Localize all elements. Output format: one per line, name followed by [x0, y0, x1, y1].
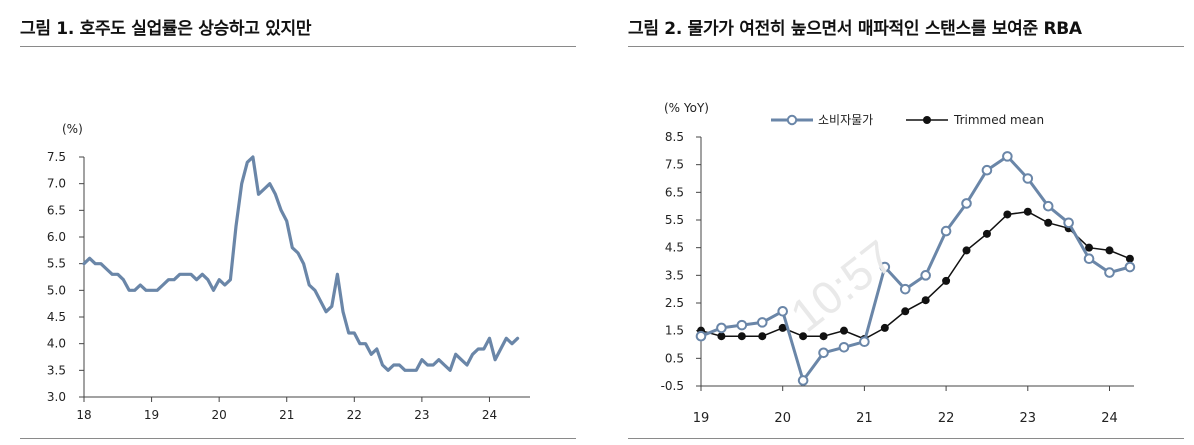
y-tick-label: 5.0 — [47, 283, 66, 297]
cpi-point — [756, 317, 768, 328]
x-tick-label: 24 — [1101, 411, 1118, 426]
trimmed-mean-point — [1125, 254, 1134, 263]
figure-1: 그림 1. 호주도 실업률은 상승하고 있지만 (%) 3.0 3.5 4.0 4.5 5… — [20, 0, 576, 445]
cpi-point — [899, 283, 911, 295]
cpi-point — [1083, 253, 1095, 265]
legend-marker-cpi — [786, 114, 798, 126]
y-tick-label: 4.5 — [47, 310, 66, 324]
cpi-line — [700, 154, 1131, 382]
trimmed-mean-line — [700, 210, 1131, 340]
y-tick-label: 6.0 — [47, 230, 66, 244]
cpi-point — [1022, 173, 1034, 184]
trimmed-mean-point — [942, 276, 951, 285]
y-unit-label: (% YoY) — [664, 101, 709, 115]
cpi-point — [859, 336, 870, 348]
x-tick-label: 21 — [856, 411, 873, 426]
trimmed-mean-point — [1003, 210, 1012, 219]
figure-2: 그림 2. 물가가 여전히 높으면서 매파적인 스탠스를 보여준 RBA (% … — [628, 0, 1184, 445]
cpi-point — [940, 225, 952, 237]
x-tick-label: 19 — [693, 411, 710, 426]
x-tick-label: 22 — [938, 411, 955, 426]
cpi-point — [797, 375, 809, 386]
trimmed-mean-point — [758, 332, 767, 341]
y-tick-label: 8.5 — [665, 130, 684, 144]
x-tick-label: 23 — [414, 408, 429, 422]
cpi-point — [777, 306, 788, 317]
y-tick-label: 2.5 — [665, 296, 684, 310]
y-tick-label: 7.5 — [665, 158, 684, 172]
trimmed-mean-point — [982, 229, 991, 238]
y-tick-label: 3.5 — [47, 363, 66, 377]
y-unit-label: (%) — [62, 122, 83, 136]
figure-2-top-rule — [628, 46, 1184, 47]
x-tick-label: 20 — [212, 408, 227, 422]
trimmed-mean-point — [1023, 207, 1032, 216]
cpi-point — [838, 341, 850, 353]
trimmed-mean-point — [737, 332, 746, 341]
y-tick-label: -0.5 — [661, 379, 684, 393]
x-tick-label: 24 — [482, 408, 497, 422]
trimmed-mean-point — [1044, 218, 1053, 227]
cpi-point — [1042, 200, 1054, 212]
figure-1-top-rule — [20, 46, 576, 47]
trimmed-mean-point — [1085, 243, 1094, 252]
trimmed-mean-point — [717, 332, 726, 341]
y-tick-label: 1.5 — [665, 324, 684, 338]
x-tick-label: 23 — [1020, 411, 1037, 426]
cpi-point — [695, 330, 707, 342]
cpi-point — [961, 198, 972, 209]
cpi-point — [1104, 267, 1115, 278]
figure-1-bottom-rule — [20, 438, 576, 439]
trimmed-mean-point — [901, 307, 910, 316]
y-tick-label: 4.5 — [665, 241, 684, 255]
x-tick-label: 20 — [774, 411, 791, 426]
trimmed-mean-point — [921, 296, 930, 305]
legend-label-cpi: 소비자물가 — [818, 113, 873, 127]
y-tick-label: 5.5 — [665, 213, 684, 227]
trimmed-mean-point — [799, 332, 808, 341]
y-tick-label: 6.5 — [47, 203, 66, 217]
x-tick-label: 22 — [347, 408, 362, 422]
x-tick-label: 19 — [144, 408, 159, 422]
x-tick-label: 18 — [76, 408, 91, 422]
unemployment-chart: (%) 3.0 3.5 4.0 4.5 5.0 5.5 6.0 6.5 7.0 7.5 18 19 20 2… — [47, 122, 530, 422]
trimmed-mean-point — [962, 246, 971, 255]
trimmed-mean-point — [839, 326, 848, 335]
figure-1-title: 그림 1. 호주도 실업률은 상승하고 있지만 — [20, 19, 312, 39]
cpi-point — [716, 322, 727, 334]
x-tick-label: 21 — [279, 408, 294, 422]
y-tick-label: 4.0 — [47, 337, 66, 351]
cpi-point — [920, 270, 931, 281]
cpi-point — [879, 261, 891, 273]
trimmed-mean-point — [819, 332, 828, 341]
cpi-point — [1063, 217, 1074, 229]
unemployment-line — [82, 155, 520, 372]
figure-2-title: 그림 2. 물가가 여전히 높으면서 매파적인 스탠스를 보여준 RBA — [628, 19, 1082, 39]
cpi-point — [981, 164, 993, 176]
trimmed-mean-point — [880, 323, 889, 332]
trimmed-mean-point — [778, 323, 787, 332]
cpi-point — [1124, 261, 1136, 273]
cpi-point — [1002, 151, 1013, 162]
y-tick-label: 7.0 — [47, 177, 66, 191]
y-tick-label: 6.5 — [665, 185, 684, 199]
legend-label-trimmed: Trimmed mean — [953, 113, 1044, 127]
legend-marker-trimmed — [923, 116, 931, 124]
cpi-chart: (% YoY) 8.5 7.5 6.5 5.5 4.5 3.5 2.5 1.5 0.5 -0.5 19… — [661, 101, 1136, 426]
y-tick-label: 0.5 — [665, 351, 684, 365]
legend: 소비자물가 Trimmed mean — [771, 113, 1044, 127]
figure-2-bottom-rule — [628, 438, 1184, 439]
cpi-point — [818, 347, 829, 359]
y-tick-label: 3.0 — [47, 390, 66, 404]
y-tick-label: 3.5 — [665, 268, 684, 282]
y-tick-label: 5.5 — [47, 257, 66, 271]
y-tick-label: 7.5 — [47, 150, 66, 164]
trimmed-mean-point — [1105, 246, 1114, 255]
cpi-point — [736, 319, 748, 331]
